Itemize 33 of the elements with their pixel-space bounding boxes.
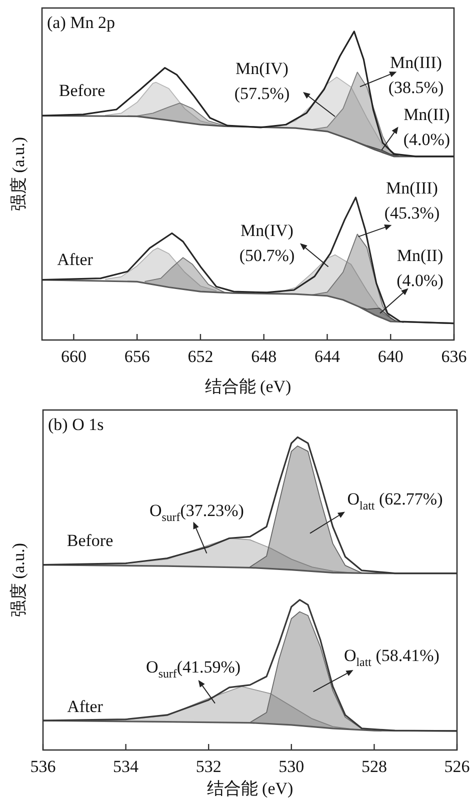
annotation: O$_{surf}$(41.59%) [146, 658, 241, 681]
x-tick-label: 528 [361, 757, 387, 776]
annotation: Mn(III) (45.3%) [384, 178, 440, 222]
chart-title: (b) O 1s [48, 415, 104, 434]
x-axis-title: 结合能 (eV) [204, 377, 292, 396]
y-axis-title: 强度 (a.u.) [9, 136, 28, 212]
x-tick-label: 534 [113, 757, 140, 776]
x-tick-label: 530 [278, 757, 304, 776]
annotation: Mn(II) (4.0%) [403, 105, 450, 149]
annotation: Mn(II) (4.0%) [396, 246, 444, 290]
x-tick-label: 660 [60, 347, 86, 366]
annotation: O$_{latt}$ (58.41%) [344, 646, 440, 669]
x-tick-label: 656 [124, 347, 150, 366]
x-tick-label: 640 [378, 347, 404, 366]
annotation: Mn(III) (38.5%) [388, 53, 444, 97]
annotation: Mn(IV) (57.5%) [234, 59, 290, 103]
annotation: O$_{surf}$(37.23%) [149, 500, 244, 524]
x-tick-label: 652 [188, 347, 214, 366]
annotation: After [57, 250, 94, 269]
chart-title: (a) Mn 2p [47, 13, 115, 32]
x-tick-label: 526 [444, 757, 470, 776]
x-tick-label: 636 [441, 347, 467, 366]
x-tick-label: 644 [314, 347, 340, 366]
annotation: Before [66, 530, 114, 550]
x-tick-label: 532 [196, 757, 222, 776]
annotation: Mn(IV) (50.7%) [239, 221, 295, 265]
annotation: After [67, 696, 104, 716]
y-axis-title: 强度 (a.u.) [9, 542, 28, 618]
x-axis-title: 结合能 (eV) [206, 779, 294, 798]
x-tick-label: 648 [251, 347, 277, 366]
annotation: O$_{latt}$ (62.77%) [347, 489, 443, 512]
x-tick-label: 536 [30, 757, 56, 776]
annotation: Before [58, 80, 106, 100]
